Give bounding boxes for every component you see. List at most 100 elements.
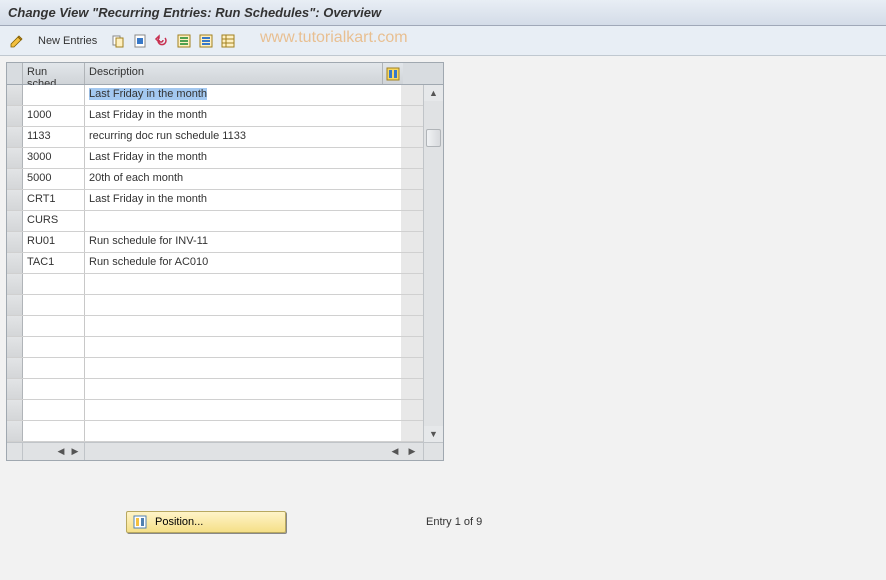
row-selector[interactable] xyxy=(7,127,23,147)
row-selector[interactable] xyxy=(7,211,23,231)
cell-description[interactable]: Run schedule for AC010 xyxy=(85,253,401,273)
footer: Position... Entry 1 of 9 xyxy=(6,511,880,533)
cell-description[interactable]: Last Friday in the month xyxy=(85,148,401,168)
hscroll-right-icon[interactable]: ▶ xyxy=(68,445,82,459)
cell-description[interactable] xyxy=(85,295,401,315)
table-row[interactable]: 500020th of each month xyxy=(7,169,423,190)
table-row[interactable] xyxy=(7,316,423,337)
cell-run-sched[interactable]: CRT1 xyxy=(23,190,85,210)
row-selector[interactable] xyxy=(7,295,23,315)
table-row[interactable] xyxy=(7,421,423,442)
table-settings-icon[interactable] xyxy=(219,32,237,50)
row-selector[interactable] xyxy=(7,316,23,336)
table-row[interactable]: 1133recurring doc run schedule 1133 xyxy=(7,127,423,148)
row-selector[interactable] xyxy=(7,400,23,420)
row-selector[interactable] xyxy=(7,421,23,441)
cell-run-sched[interactable]: 1000 xyxy=(23,106,85,126)
cell-description[interactable]: Last Friday in the month xyxy=(85,85,401,105)
table-row[interactable] xyxy=(7,337,423,358)
row-selector[interactable] xyxy=(7,379,23,399)
table-row[interactable] xyxy=(7,358,423,379)
cell-description[interactable] xyxy=(85,400,401,420)
table-row[interactable]: CURS xyxy=(7,211,423,232)
cell-run-sched[interactable]: RU01 xyxy=(23,232,85,252)
copy-icon[interactable] xyxy=(109,32,127,50)
cell-run-sched[interactable] xyxy=(23,379,85,399)
table-row[interactable]: Last Friday in the month xyxy=(7,85,423,106)
title-bar: Change View "Recurring Entries: Run Sche… xyxy=(0,0,886,26)
watermark: www.tutorialkart.com xyxy=(260,29,408,47)
cell-run-sched[interactable]: 1133 xyxy=(23,127,85,147)
cell-run-sched[interactable]: TAC1 xyxy=(23,253,85,273)
table-row[interactable]: TAC1Run schedule for AC010 xyxy=(7,253,423,274)
cell-run-sched[interactable] xyxy=(23,421,85,441)
table-row[interactable]: 3000Last Friday in the month xyxy=(7,148,423,169)
cell-run-sched[interactable]: 3000 xyxy=(23,148,85,168)
row-selector[interactable] xyxy=(7,190,23,210)
row-selector[interactable] xyxy=(7,169,23,189)
hscroll-left-icon[interactable]: ◀ xyxy=(54,445,68,459)
table-header: Run sched. Description xyxy=(7,63,443,85)
table-body: Last Friday in the month1000Last Friday … xyxy=(7,85,423,442)
cell-run-sched[interactable] xyxy=(23,316,85,336)
column-header-run-sched[interactable]: Run sched. xyxy=(23,63,85,84)
scroll-down-icon[interactable]: ▼ xyxy=(424,426,443,442)
row-selector[interactable] xyxy=(7,358,23,378)
row-selector[interactable] xyxy=(7,106,23,126)
horizontal-scrollbar: ◀ ▶ ◀ ▶ xyxy=(7,442,443,460)
cell-description[interactable] xyxy=(85,358,401,378)
new-entries-button[interactable]: New Entries xyxy=(30,33,105,49)
cell-description[interactable] xyxy=(85,379,401,399)
scroll-thumb[interactable] xyxy=(426,129,441,147)
cell-run-sched[interactable] xyxy=(23,295,85,315)
cell-description[interactable] xyxy=(85,421,401,441)
row-selector[interactable] xyxy=(7,274,23,294)
select-all-icon[interactable] xyxy=(175,32,193,50)
row-selector[interactable] xyxy=(7,85,23,105)
table-row[interactable] xyxy=(7,400,423,421)
cell-run-sched[interactable] xyxy=(23,274,85,294)
cell-description[interactable]: recurring doc run schedule 1133 xyxy=(85,127,401,147)
hscroll-left2-icon[interactable]: ◀ xyxy=(388,445,402,459)
cell-description[interactable]: Last Friday in the month xyxy=(85,106,401,126)
page-title: Change View "Recurring Entries: Run Sche… xyxy=(8,5,381,20)
cell-run-sched[interactable] xyxy=(23,337,85,357)
cell-description[interactable] xyxy=(85,337,401,357)
cell-description[interactable] xyxy=(85,274,401,294)
table-row[interactable]: 1000Last Friday in the month xyxy=(7,106,423,127)
column-header-description[interactable]: Description xyxy=(85,63,383,84)
deselect-all-icon[interactable] xyxy=(197,32,215,50)
row-selector[interactable] xyxy=(7,148,23,168)
position-button[interactable]: Position... xyxy=(126,511,286,533)
cell-run-sched[interactable]: 5000 xyxy=(23,169,85,189)
cell-run-sched[interactable] xyxy=(23,400,85,420)
cell-description[interactable]: Last Friday in the month xyxy=(85,190,401,210)
table-row[interactable] xyxy=(7,379,423,400)
cell-run-sched[interactable] xyxy=(23,358,85,378)
header-selector[interactable] xyxy=(7,63,23,84)
vertical-scrollbar[interactable]: ▲ ▼ xyxy=(423,85,443,442)
cell-description[interactable] xyxy=(85,316,401,336)
row-selector[interactable] xyxy=(7,337,23,357)
scroll-track[interactable] xyxy=(424,101,443,426)
scroll-up-icon[interactable]: ▲ xyxy=(424,85,443,101)
hscroll-right2-icon[interactable]: ▶ xyxy=(405,445,419,459)
row-selector[interactable] xyxy=(7,232,23,252)
position-icon xyxy=(133,515,147,529)
cell-description[interactable]: 20th of each month xyxy=(85,169,401,189)
cell-run-sched[interactable] xyxy=(23,85,85,105)
toolbar: New Entries www.tutorialkart.com xyxy=(0,26,886,56)
table-row[interactable]: CRT1Last Friday in the month xyxy=(7,190,423,211)
cell-description[interactable] xyxy=(85,211,401,231)
cell-run-sched[interactable]: CURS xyxy=(23,211,85,231)
content-area: Run sched. Description Last Friday in th… xyxy=(0,56,886,539)
table-config-icon[interactable] xyxy=(383,63,403,84)
undo-icon[interactable] xyxy=(153,32,171,50)
cell-description[interactable]: Run schedule for INV-11 xyxy=(85,232,401,252)
row-selector[interactable] xyxy=(7,253,23,273)
table-row[interactable] xyxy=(7,274,423,295)
table-row[interactable] xyxy=(7,295,423,316)
delete-icon[interactable] xyxy=(131,32,149,50)
edit-icon[interactable] xyxy=(8,32,26,50)
table-row[interactable]: RU01Run schedule for INV-11 xyxy=(7,232,423,253)
